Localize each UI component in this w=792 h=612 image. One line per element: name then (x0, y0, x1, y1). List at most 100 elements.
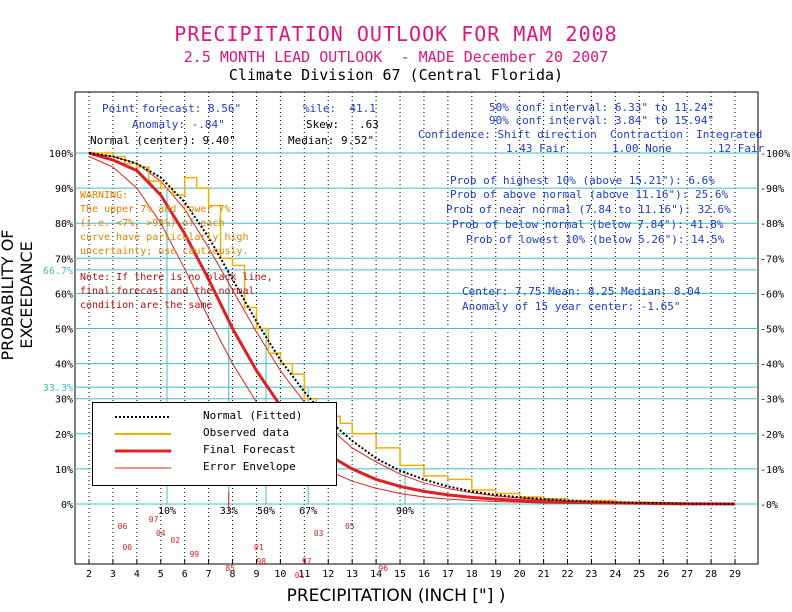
center-stats: Center: 7.75 Mean: 8.25 Median: 8.04 (462, 285, 701, 298)
chart-subtitle: 2.5 MONTH LEAD OUTLOOK - MADE December 2… (183, 48, 609, 66)
legend-item-final: Final Forecast (93, 443, 336, 459)
tercile-label: 33.3% (43, 383, 73, 394)
year-label: 07 (149, 515, 159, 524)
prob-near: Prob of near normal (7.84 to 11.16"): 32… (446, 203, 731, 216)
year-label: 01 (254, 543, 264, 552)
chart-legend: Normal (Fitted) Observed data Final Fore… (92, 402, 337, 486)
x-tick-label: 3 (110, 569, 116, 580)
legend-swatch-error (115, 467, 171, 469)
percentile-label: 50% (257, 506, 275, 517)
y-tick-label-left: 50% (55, 325, 73, 336)
x-tick-label: 19 (490, 569, 502, 580)
prob-highest10: Prob of highest 10% (above 15.21"): 6.6% (450, 174, 715, 187)
legend-item-observed: Observed data (93, 426, 336, 442)
curves-layer (88, 151, 736, 506)
legend-label: Final Forecast (203, 443, 296, 456)
y-tick-label-left: 0% (61, 500, 73, 511)
percentile-label: 90% (396, 506, 414, 517)
series-normal-fitted- (88, 152, 736, 505)
y-tick-label-left: 40% (55, 360, 73, 371)
confidence-header: Confidence: Shift direction Contraction … (418, 128, 763, 141)
warning-line: curve have particularly high (80, 232, 249, 243)
y-tick-label-left: 30% (55, 395, 73, 406)
x-tick-label: 22 (561, 569, 573, 580)
year-label: 03 (314, 529, 324, 538)
prob-lowest10: Prob of lowest 10% (below 5.26"): 14.5% (466, 233, 725, 246)
year-label: 99 (189, 550, 199, 559)
x-tick-label: 29 (729, 569, 741, 580)
percentile-label: 10% (158, 506, 176, 517)
x-tick-label: 6 (182, 569, 188, 580)
median: Median: 9.52" (288, 134, 375, 147)
chart-title: PRECIPITATION OUTLOOK FOR MAM 2008 (174, 22, 618, 46)
x-tick-label: 16 (418, 569, 430, 580)
percentile-label: 67% (299, 506, 317, 517)
warning-line: (i.e. <7%, >93%) of each (80, 218, 225, 229)
year-label: 06 (118, 522, 128, 531)
grid-layer (74, 91, 759, 565)
year-label: 05 (345, 522, 355, 531)
year-label: 97 (302, 557, 312, 566)
y-tick-label-right: -30% (760, 395, 784, 406)
y-tick-label-left: 70% (55, 254, 73, 265)
y-tick-label-right: -10% (760, 465, 784, 476)
x-tick-label: 21 (538, 569, 550, 580)
x-axis-label: PRECIPITATION (INCH ["] ) (286, 586, 506, 606)
legend-label: Normal (Fitted) (203, 409, 303, 422)
legend-swatch-normal (115, 416, 171, 418)
skew: Skew: .63 (306, 118, 379, 131)
climate-division: Climate Division 67 (Central Florida) (228, 66, 564, 84)
x-tick-label: 2 (86, 569, 92, 580)
y-tick-label-right: -80% (760, 219, 784, 230)
y-tick-label-left: 60% (55, 289, 73, 300)
conf-interval-90: 90% conf interval: 3.84" to 15.94" (489, 114, 715, 127)
x-tick-label: 12 (322, 569, 334, 580)
x-tick-label: 20 (514, 569, 526, 580)
y-tick-label-right: -50% (760, 325, 784, 336)
year-label: 85 (225, 564, 235, 573)
note-line: Note: If there is no black line, (80, 272, 273, 283)
tercile-label: 66.7% (43, 266, 73, 277)
prob-above: Prob of above normal (above 11.16"): 25.… (450, 188, 729, 201)
center-anomaly: Anomaly of 15 year center: -1.65" (462, 300, 681, 313)
y-tick-label-left: 80% (55, 219, 73, 230)
y-tick-label-left: 90% (55, 184, 73, 195)
prob-below: Prob of below normal (below 7.84"): 41.8… (452, 218, 724, 231)
legend-swatch-observed (115, 433, 171, 435)
x-tick-label: 13 (346, 569, 358, 580)
year-label: 00 (122, 543, 132, 552)
percentile: %ile: 41.1 (303, 102, 376, 115)
year-label: 02 (170, 536, 180, 545)
y-axis-label: PROBABILITY OF EXCEEDANCE (0, 229, 36, 361)
y-tick-label-left: 100% (49, 149, 73, 160)
normal-center: Normal (center): 9.40" (90, 134, 236, 147)
x-tick-label: 25 (633, 569, 645, 580)
year-label: 04 (156, 529, 166, 538)
y-tick-label-right: -20% (760, 430, 784, 441)
y-tick-label-left: 20% (55, 430, 73, 441)
year-label: 98 (256, 557, 266, 566)
y-tick-label-right: -100% (760, 149, 790, 160)
note-line: final forecast and the normal (80, 286, 255, 297)
x-tick-label: 23 (585, 569, 597, 580)
series-final-forecast (88, 151, 736, 506)
x-tick-label: 28 (705, 569, 717, 580)
legend-item-error: Error Envelope (93, 460, 336, 476)
x-tick-label: 10 (274, 569, 286, 580)
y-tick-label-right: -0% (760, 500, 778, 511)
year-label: 01 (295, 571, 305, 580)
x-tick-label: 18 (466, 569, 478, 580)
x-tick-label: 24 (609, 569, 621, 580)
confidence-values: 1.43 Fair 1.00 None .12 Fair (506, 142, 765, 155)
x-tick-label: 27 (681, 569, 693, 580)
year-label: 96 (378, 564, 388, 573)
x-tick-label: 7 (206, 569, 212, 580)
x-tick-label: 4 (134, 569, 140, 580)
warning-line: uncertainty; use cautiously. (80, 246, 249, 257)
x-tick-label: 8 (230, 569, 236, 580)
anomaly: Anomaly: -.84" (132, 118, 225, 131)
legend-label: Error Envelope (203, 460, 296, 473)
warning-line: The upper 7% and lower 7% (80, 204, 231, 215)
point-forecast: Point forecast: 8.56" (102, 102, 242, 115)
